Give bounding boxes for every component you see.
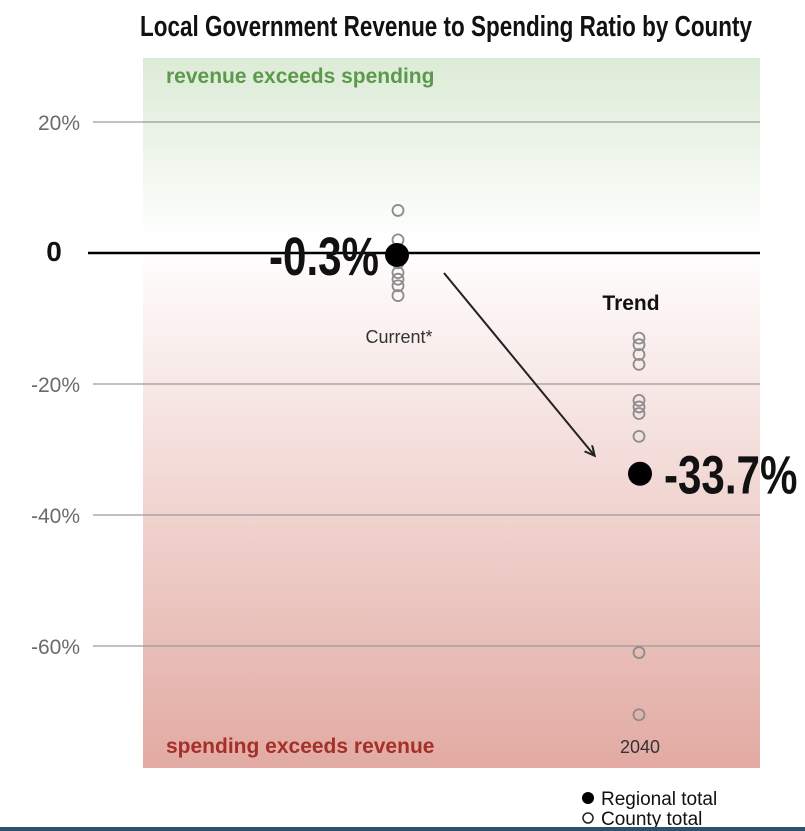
plot-background (143, 58, 760, 768)
trend-arrow (443, 272, 594, 455)
bottom-bar (0, 827, 805, 831)
county-point (391, 266, 405, 280)
regional-point (628, 461, 652, 486)
legend-county-label: County total (601, 809, 702, 830)
top-region-label: revenue exceeds spending (166, 65, 434, 88)
y-axis-ticks: 20% 0 -20% -40% -60% (31, 112, 80, 659)
county-point (632, 393, 646, 407)
group-labels: -0.3% Current* -33.7% 2040 Trend (269, 227, 797, 757)
y-tick-label: -60% (31, 636, 80, 659)
y-tick-label: 20% (38, 112, 80, 135)
y-tick-label: 0 (46, 236, 62, 267)
county-point (391, 272, 405, 286)
legend: Regional total County total (582, 789, 717, 830)
y-tick-label: -40% (31, 505, 80, 528)
county-point (632, 429, 646, 443)
legend-regional-label: Regional total (601, 789, 717, 810)
county-point (391, 204, 405, 217)
county-point (632, 407, 646, 420)
county-point (632, 331, 646, 345)
regional-value-label: -33.7% (664, 446, 797, 506)
county-point (632, 708, 646, 722)
group-label: Current* (365, 327, 432, 347)
gridlines (88, 121, 760, 647)
regional-point (385, 242, 409, 267)
county-point (632, 400, 646, 414)
bottom-region-label: spending exceeds revenue (166, 735, 434, 758)
county-point (391, 289, 405, 302)
county-point (632, 348, 646, 361)
regional-points (385, 242, 652, 486)
y-tick-label: -20% (31, 374, 80, 397)
chart-title: Local Government Revenue to Spending Rat… (140, 11, 752, 43)
legend-county-marker (582, 812, 594, 824)
legend-regional-marker (582, 792, 594, 804)
county-point (632, 646, 646, 659)
county-point (391, 279, 405, 293)
group-header: Trend (602, 292, 659, 315)
group-label: 2040 (620, 737, 660, 757)
county-point (632, 357, 646, 371)
regional-value-label: -0.3% (269, 227, 379, 287)
county-point (632, 338, 646, 352)
